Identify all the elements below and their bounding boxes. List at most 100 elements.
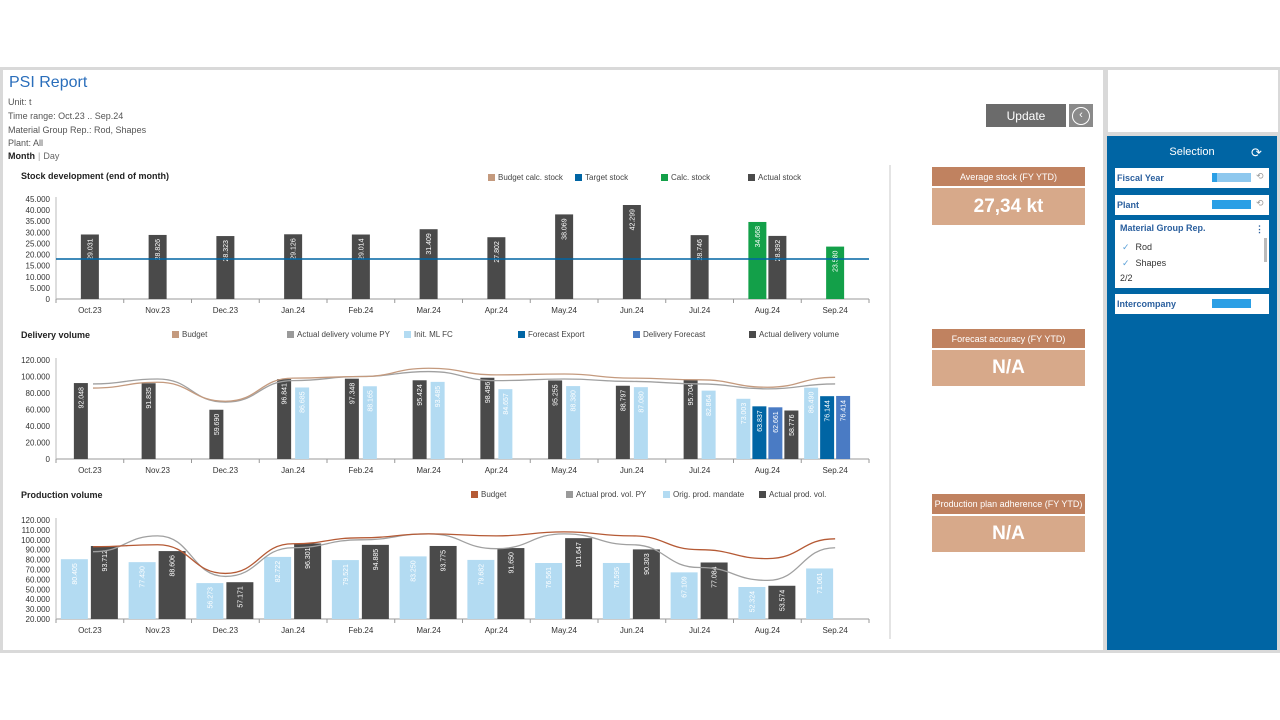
actual-delivery-bar	[548, 380, 563, 459]
y-tick-label: 40.000	[26, 206, 51, 215]
orig-prod-bar	[535, 563, 563, 619]
actual-delivery-bar-label: 95.255	[553, 384, 560, 406]
actual-stock-bar	[487, 237, 506, 299]
orig-prod-bar	[128, 562, 156, 619]
filter-fiscal-year-bar	[1212, 173, 1251, 182]
y-tick-label: 0	[46, 455, 51, 464]
option-shapes[interactable]: ✓ Shapes	[1122, 258, 1166, 269]
refresh-icon[interactable]: ⟳	[1251, 145, 1262, 160]
x-tick-label: Sep.24	[822, 626, 848, 635]
legend-label: Delivery Forecast	[643, 330, 706, 339]
actual-delivery-bar	[344, 378, 359, 459]
legend-swatch	[566, 491, 573, 498]
budget-delivery-line	[92, 367, 836, 402]
actual-prod-bar-label: 90.303	[644, 553, 651, 575]
x-tick-label: Apr.24	[485, 466, 509, 475]
legend-swatch	[404, 331, 411, 338]
init-ml-bar	[633, 387, 648, 459]
option-rod-label: Rod	[1135, 242, 1153, 252]
actual-stock-bar	[148, 234, 167, 299]
x-tick-label: Mar.24	[416, 466, 441, 475]
legend-label: Budget calc. stock	[498, 173, 564, 182]
chart-title: Production volume	[21, 490, 103, 500]
more-menu-icon[interactable]: ⋮	[1255, 224, 1264, 234]
actual-stock-bar-label: 42.299	[629, 209, 636, 231]
init-ml-bar-label: 86.685	[300, 391, 307, 413]
legend-swatch	[172, 331, 179, 338]
actual-delivery-bar-label: 59.690	[214, 414, 221, 436]
actual-stock-bar	[622, 205, 641, 299]
actual-stock-bar-label: 28.826	[155, 239, 162, 261]
actual-stock-bar	[690, 235, 709, 299]
legend-swatch	[575, 174, 582, 181]
legend-swatch	[287, 331, 294, 338]
y-tick-label: 110.000	[22, 526, 51, 535]
filter-material-group[interactable]: Material Group Rep. ⋮ ✓ Rod ✓ Shapes 2/2	[1115, 220, 1269, 288]
x-tick-label: Aug.24	[755, 306, 781, 315]
delivery-forecast-bar	[768, 407, 783, 459]
actual-prod-bar-label: 94.885	[373, 549, 380, 571]
actual-prod-bar	[565, 538, 593, 619]
reset-icon[interactable]: ⟲	[1256, 171, 1264, 181]
x-tick-label: Feb.24	[348, 626, 373, 635]
update-button[interactable]: Update	[986, 104, 1066, 127]
actual-prod-bar-label: 57.171	[237, 586, 244, 608]
kpi-forecast-accuracy-value: N/A	[932, 350, 1085, 386]
actual-delivery-bar-label: 96.841	[282, 383, 289, 405]
x-tick-label: Oct.23	[78, 466, 102, 475]
legend-swatch	[759, 491, 766, 498]
forecast-export-bar-label: 63.837	[757, 410, 764, 432]
init-ml-bar	[804, 387, 819, 459]
init-ml-bar	[498, 389, 513, 459]
legend-swatch	[518, 331, 525, 338]
actual-stock-bar-label: 29.126	[291, 238, 298, 260]
legend-swatch	[663, 491, 670, 498]
actual-delivery-bar-label: 95.424	[417, 384, 424, 406]
day-toggle[interactable]: Day	[43, 151, 60, 161]
actual-stock-bar	[419, 229, 438, 299]
actual-prod-bar	[497, 548, 525, 619]
legend-swatch	[748, 174, 755, 181]
filter-fiscal-year[interactable]: Fiscal Year ⟲	[1115, 168, 1269, 188]
orig-prod-bar-label: 76.561	[546, 567, 553, 589]
y-tick-label: 70.000	[26, 566, 51, 575]
legend-label: Actual stock	[758, 173, 802, 182]
actual-stock-bar-label: 28.323	[223, 240, 230, 262]
filter-material-group-label: Material Group Rep.	[1120, 223, 1206, 233]
page-title: PSI Report	[9, 74, 88, 91]
option-rod[interactable]: ✓ Rod	[1122, 242, 1152, 253]
filter-intercompany[interactable]: Intercompany	[1115, 294, 1269, 314]
collapse-button[interactable]: ‹	[1069, 104, 1093, 127]
option-shapes-label: Shapes	[1135, 258, 1167, 268]
filter-plant-label: Plant	[1117, 200, 1140, 210]
forecast-export-bar	[820, 396, 835, 459]
reset-icon[interactable]: ⟲	[1256, 198, 1264, 208]
chart-title: Stock development (end of month)	[21, 171, 169, 181]
orig-prod-bar	[331, 560, 359, 619]
x-tick-label: Dec.23	[213, 626, 239, 635]
actual-stock-bar	[284, 234, 303, 299]
orig-prod-bar-label: 83.250	[411, 560, 418, 582]
actual-prod-bar-label: 88.606	[170, 555, 177, 577]
legend-label: Forecast Export	[528, 330, 585, 339]
scrollbar[interactable]	[1264, 238, 1267, 262]
x-tick-label: May.24	[551, 466, 577, 475]
actual-prod-bar-label: 96.301	[305, 547, 312, 569]
delivery-forecast-bar	[836, 395, 851, 459]
orig-prod-bar	[738, 586, 766, 619]
x-tick-label: Jul.24	[689, 306, 711, 315]
actual-delivery-bar	[683, 380, 698, 459]
legend-swatch	[661, 174, 668, 181]
legend-label: Target stock	[585, 173, 629, 182]
orig-prod-bar-label: 67.109	[682, 576, 689, 598]
actual-prod-bar	[768, 585, 796, 619]
actual-prod-bar-label: 93.775	[441, 550, 448, 572]
chart-title: Delivery volume	[21, 330, 90, 340]
y-tick-label: 120.000	[21, 516, 50, 525]
month-toggle[interactable]: Month	[8, 151, 35, 161]
actual-delivery-bar-label: 58.776	[789, 414, 796, 436]
filter-plant[interactable]: Plant ⟲	[1115, 195, 1269, 215]
y-tick-label: 20.000	[26, 439, 51, 448]
init-ml-bar	[295, 387, 310, 459]
material-group-label: Material Group Rep.: Rod, Shapes	[8, 125, 147, 135]
